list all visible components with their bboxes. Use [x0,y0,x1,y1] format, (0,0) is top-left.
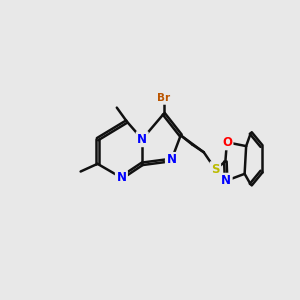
Text: N: N [167,154,176,166]
Text: N: N [116,171,126,184]
Text: N: N [221,174,231,187]
Text: N: N [137,133,147,146]
Text: O: O [222,136,232,149]
Text: Br: Br [157,93,170,103]
Text: S: S [211,163,220,176]
